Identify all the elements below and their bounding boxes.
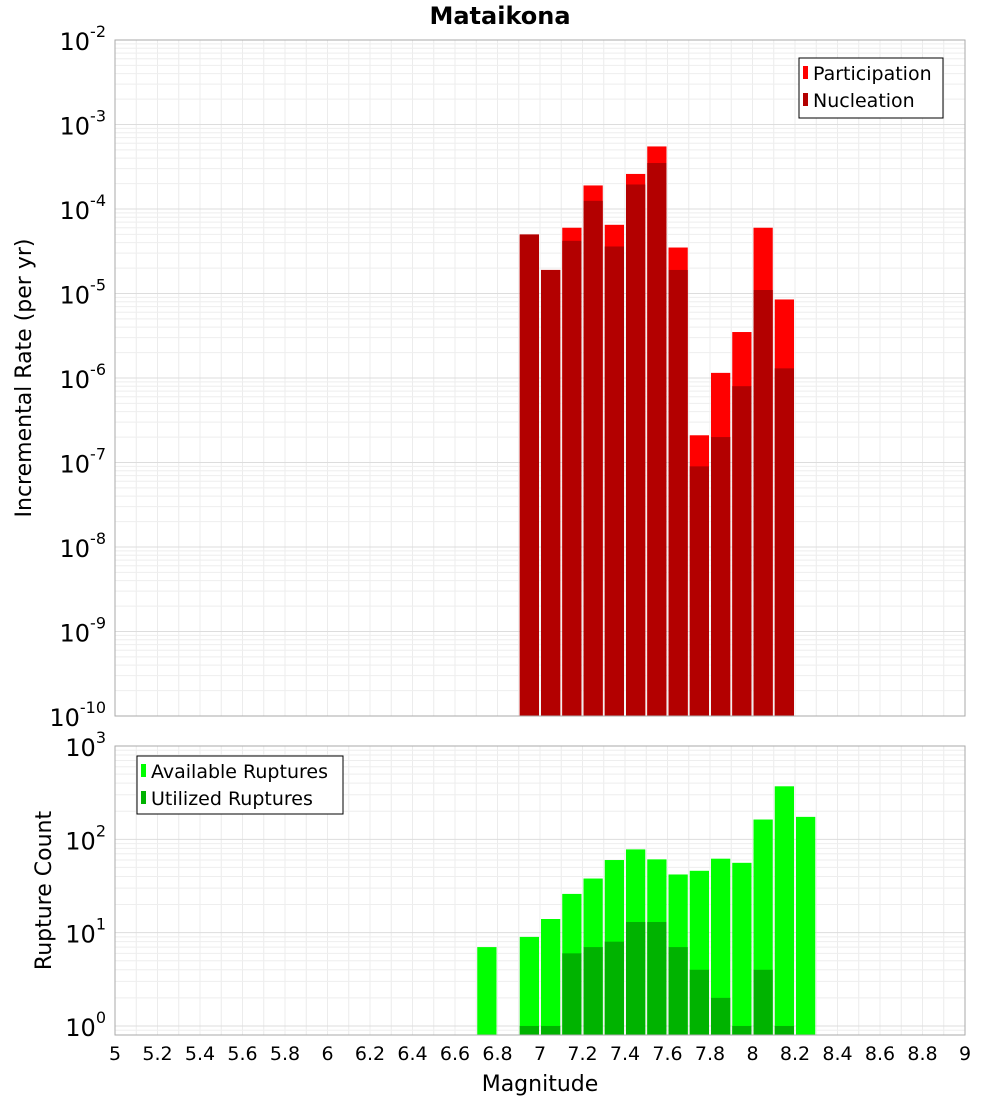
y-axis-label: Incremental Rate (per yr)	[12, 239, 37, 518]
x-tick-label: 9	[959, 1043, 971, 1065]
y-tick-label: 10-4	[60, 191, 107, 225]
bar-nucleation	[562, 240, 582, 716]
legend-label: Participation	[813, 63, 932, 85]
x-tick-label: 7.8	[695, 1043, 725, 1065]
bar-nucleation	[604, 246, 624, 716]
chart-title: Mataikona	[429, 2, 571, 30]
bar-utilized-ruptures	[753, 969, 773, 1035]
y-tick-label: 10-2	[60, 22, 107, 56]
bar-utilized-ruptures	[583, 947, 603, 1035]
legend-swatch	[803, 93, 808, 106]
bar-nucleation	[583, 200, 603, 717]
y-tick-label: 102	[65, 821, 106, 855]
legend-label: Available Ruptures	[151, 761, 328, 783]
legend-label: Nucleation	[813, 90, 915, 112]
bar-nucleation	[774, 368, 794, 716]
y-tick-label: 10-6	[60, 360, 107, 394]
plot-frame	[114, 39, 966, 717]
bar-utilized-ruptures	[519, 1025, 539, 1035]
bar-nucleation	[519, 234, 539, 717]
bar-nucleation	[668, 269, 688, 716]
x-tick-label: 6.4	[397, 1043, 427, 1065]
x-tick-label: 6.6	[440, 1043, 470, 1065]
legend-swatch	[141, 791, 146, 804]
bar-utilized-ruptures	[774, 1025, 794, 1035]
x-tick-label: 5.8	[270, 1043, 300, 1065]
x-tick-label: 5	[109, 1043, 121, 1065]
bar-nucleation	[647, 163, 667, 716]
bar-utilized-ruptures	[689, 969, 709, 1035]
legend-box	[798, 57, 944, 119]
bar-utilized-ruptures	[668, 947, 688, 1035]
bar-nucleation	[711, 437, 731, 716]
x-tick-label: 6	[321, 1043, 333, 1065]
x-tick-label: 5.6	[227, 1043, 257, 1065]
bar-nucleation	[753, 290, 773, 716]
bar-available-ruptures	[541, 919, 561, 1035]
bar-utilized-ruptures	[711, 997, 731, 1035]
bar-utilized-ruptures	[541, 1025, 561, 1035]
y-tick-label: 10-3	[60, 107, 107, 141]
x-tick-label: 8.2	[780, 1043, 810, 1065]
x-axis-label: Magnitude	[482, 1072, 599, 1097]
x-tick-label: 7.2	[567, 1043, 597, 1065]
bar-nucleation	[689, 466, 709, 716]
bar-available-ruptures	[711, 858, 731, 1035]
bar-available-ruptures	[774, 786, 794, 1035]
bar-available-ruptures	[796, 816, 816, 1035]
bar-available-ruptures	[519, 936, 539, 1035]
y-tick-label: 101	[65, 915, 106, 949]
y-axis-label: Rupture Count	[32, 811, 57, 971]
legend-swatch	[141, 764, 146, 777]
y-tick-label: 10-9	[60, 614, 107, 648]
bar-nucleation	[732, 386, 752, 716]
y-tick-label: 103	[65, 728, 106, 762]
bar-utilized-ruptures	[626, 922, 646, 1035]
x-tick-label: 5.4	[185, 1043, 215, 1065]
bar-utilized-ruptures	[647, 922, 667, 1035]
y-tick-label: 10-7	[60, 445, 107, 479]
x-tick-label: 7.4	[610, 1043, 640, 1065]
x-tick-label: 5.2	[142, 1043, 172, 1065]
y-tick-label: 10-8	[60, 529, 107, 563]
x-tick-label: 8.8	[907, 1043, 937, 1065]
x-tick-label: 7.6	[652, 1043, 682, 1065]
y-tick-label: 10-5	[60, 276, 107, 310]
x-tick-label: 7	[534, 1043, 546, 1065]
bar-utilized-ruptures	[604, 941, 624, 1035]
bar-available-ruptures	[477, 947, 497, 1035]
x-tick-label: 8.6	[865, 1043, 895, 1065]
bar-nucleation	[541, 269, 561, 716]
legend-swatch	[803, 66, 808, 79]
bar-nucleation	[626, 184, 646, 717]
legend-box	[136, 755, 344, 815]
x-tick-label: 6.8	[482, 1043, 512, 1065]
y-tick-label: 10-10	[49, 698, 106, 732]
bar-utilized-ruptures	[732, 1025, 752, 1035]
x-tick-label: 6.2	[355, 1043, 385, 1065]
legend-label: Utilized Ruptures	[151, 788, 313, 810]
x-tick-label: 8.4	[822, 1043, 852, 1065]
plot-frame	[114, 745, 966, 1036]
rate-panel: 10-10 10-9 10-8 10-7 10-6 10-5 10-4 10-3 10-2 Inc…	[12, 22, 966, 732]
y-tick-label: 100	[65, 1008, 106, 1042]
bar-utilized-ruptures	[562, 953, 582, 1035]
bar-available-ruptures	[732, 862, 752, 1035]
x-tick-label: 8	[746, 1043, 758, 1065]
